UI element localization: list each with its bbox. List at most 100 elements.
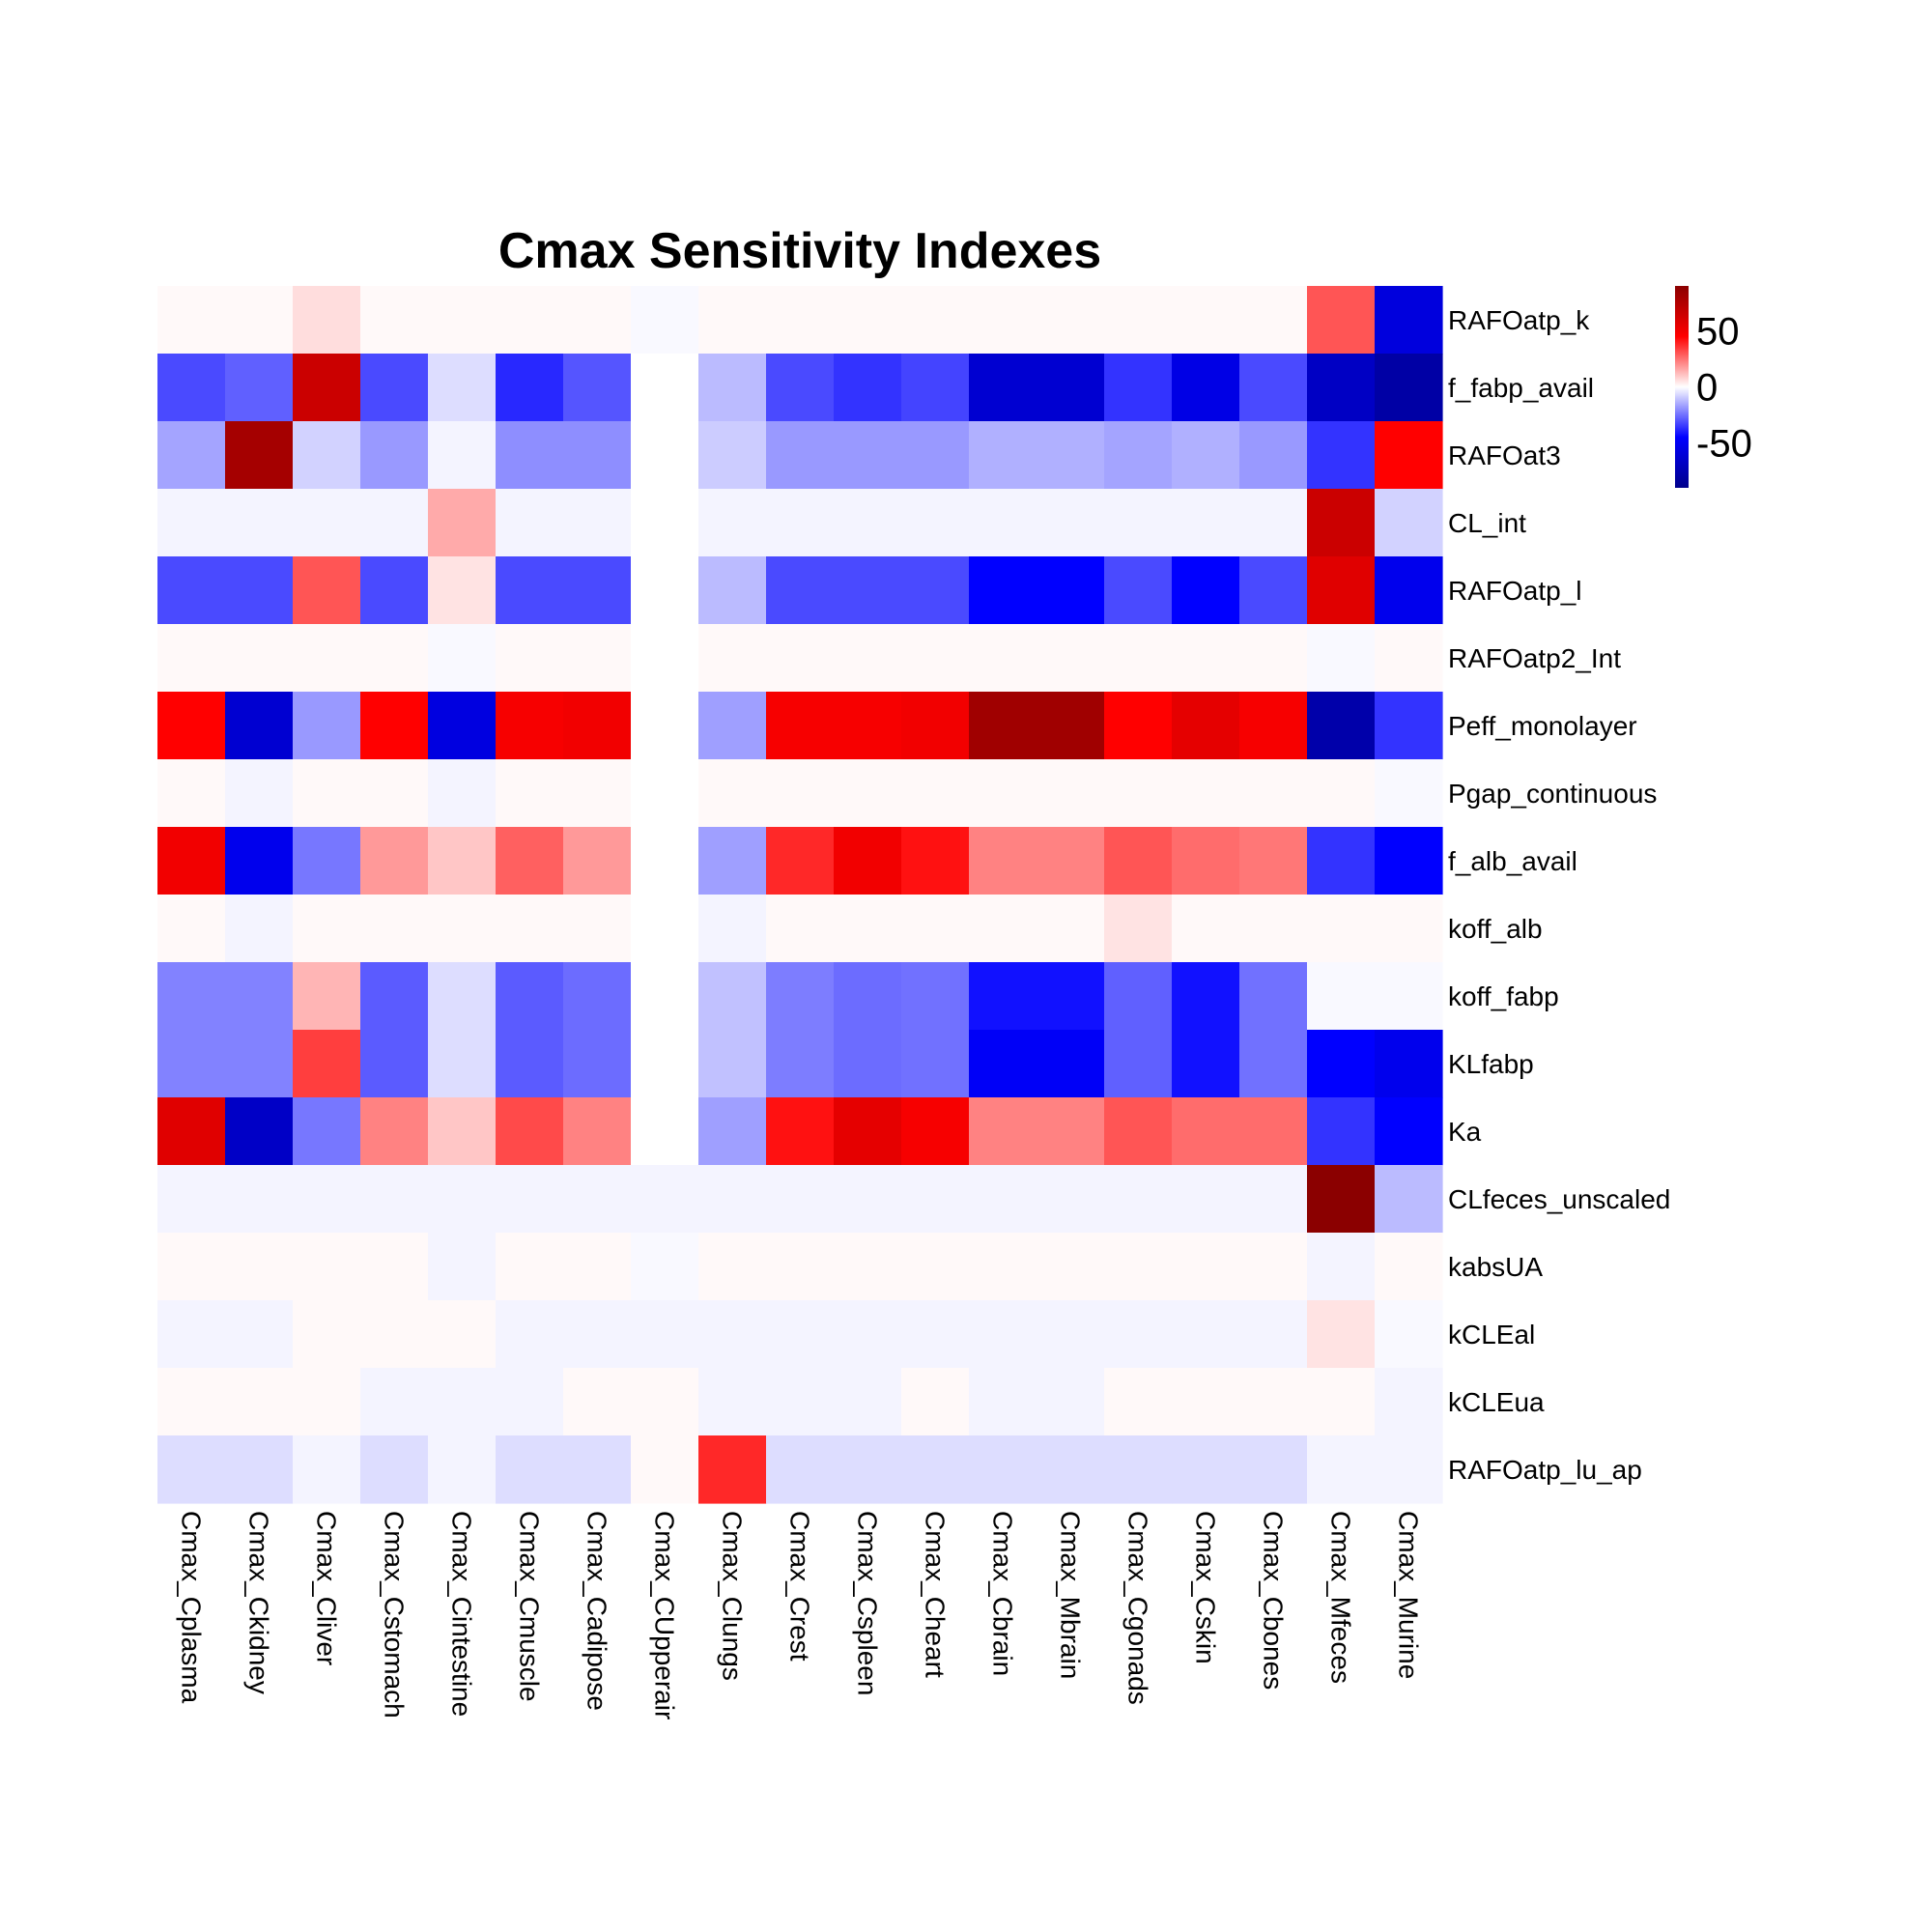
heatmap-cell [834, 895, 902, 963]
row-label: RAFOatp_k [1448, 305, 1590, 335]
heatmap-cell [1307, 895, 1376, 963]
heatmap-cell [157, 1165, 226, 1234]
heatmap-cell [969, 827, 1037, 895]
heatmap-cell [698, 1233, 767, 1301]
heatmap-cell [766, 1368, 835, 1436]
heatmap-cell [1239, 286, 1308, 355]
heatmap-cell [496, 692, 564, 760]
heatmap-cell [1307, 421, 1376, 490]
heatmap-cell [698, 1435, 767, 1504]
heatmap-cell [901, 1233, 970, 1301]
column-label: Cmax_CUpperair [650, 1511, 680, 1719]
heatmap-cell [1037, 1165, 1105, 1234]
heatmap-cell [1375, 1097, 1443, 1166]
heatmap-cell [1239, 1097, 1308, 1166]
heatmap-cell [969, 489, 1037, 557]
heatmap-cell [360, 1097, 429, 1166]
heatmap-cell [293, 1300, 361, 1369]
heatmap-cell [969, 895, 1037, 963]
heatmap-cell [1375, 759, 1443, 828]
heatmap-cell [225, 624, 294, 693]
heatmap-cell [360, 1030, 429, 1098]
heatmap-cell [157, 421, 226, 490]
heatmap-cell [293, 1435, 361, 1504]
heatmap-cell [631, 624, 699, 693]
heatmap-cell [1375, 827, 1443, 895]
row-label: CLfeces_unscaled [1448, 1184, 1670, 1214]
heatmap-cell [969, 1097, 1037, 1166]
heatmap-cell [563, 1435, 632, 1504]
heatmap-cell [1104, 1300, 1173, 1369]
heatmap-cell [969, 421, 1037, 490]
heatmap-cell [631, 1233, 699, 1301]
heatmap-cell [496, 1233, 564, 1301]
heatmap-cell [225, 354, 294, 422]
heatmap-cell [496, 489, 564, 557]
heatmap-cell [1375, 895, 1443, 963]
color-legend: 50 0 -50 [1675, 286, 1752, 488]
heatmap-cell [360, 1165, 429, 1234]
heatmap-cell [360, 759, 429, 828]
heatmap-cell [1239, 1300, 1308, 1369]
heatmap-cell [1104, 827, 1173, 895]
heatmap-cell [428, 692, 497, 760]
heatmap-cell [1104, 286, 1173, 355]
heatmap-cell [496, 962, 564, 1031]
heatmap-cell [360, 1368, 429, 1436]
heatmap-cell [293, 624, 361, 693]
row-label: RAFOatp2_Int [1448, 643, 1621, 673]
heatmap-cell [1037, 827, 1105, 895]
heatmap-cell [157, 1435, 226, 1504]
heatmap-cell [698, 286, 767, 355]
heatmap-cell [631, 556, 699, 625]
heatmap-cell [360, 895, 429, 963]
heatmap-cell [293, 827, 361, 895]
heatmap-cell [1037, 1233, 1105, 1301]
heatmap-cell [1307, 1368, 1376, 1436]
heatmap-cell [1037, 895, 1105, 963]
heatmap-cell [563, 354, 632, 422]
heatmap-cell [496, 1435, 564, 1504]
heatmap-cell [1172, 556, 1240, 625]
heatmap-cell [834, 962, 902, 1031]
heatmap-cell [1104, 1233, 1173, 1301]
row-labels: RAFOatp_k f_fabp_avail RAFOat3 CL_int RAFOat… [1448, 305, 1670, 1485]
heatmap-cell [428, 1368, 497, 1436]
heatmap-cell [1307, 1233, 1376, 1301]
row-label: kCLEal [1448, 1320, 1535, 1350]
heatmap-cell [901, 962, 970, 1031]
heatmap-cell [631, 962, 699, 1031]
heatmap-cell [428, 556, 497, 625]
heatmap-cell [293, 489, 361, 557]
heatmap-cell [1172, 1030, 1240, 1098]
heatmap-cell [1375, 1300, 1443, 1369]
heatmap-cell [1172, 1165, 1240, 1234]
heatmap-cell [766, 1030, 835, 1098]
heatmap-cell [1375, 962, 1443, 1031]
heatmap-cell [969, 759, 1037, 828]
heatmap-cell [1239, 556, 1308, 625]
heatmap-cell [631, 1435, 699, 1504]
heatmap-cell [1307, 692, 1376, 760]
heatmap-cell [563, 489, 632, 557]
heatmap-cell [1104, 1435, 1173, 1504]
heatmap-cell [1307, 827, 1376, 895]
heatmap-cell [766, 1165, 835, 1234]
heatmap-cell [1172, 895, 1240, 963]
heatmap-cell [225, 1233, 294, 1301]
heatmap-cell [1375, 1233, 1443, 1301]
heatmap-cell [834, 286, 902, 355]
heatmap-cell [225, 692, 294, 760]
heatmap-cell [293, 1030, 361, 1098]
heatmap-cell [1307, 962, 1376, 1031]
heatmap-cell [1104, 962, 1173, 1031]
heatmap-cell [1239, 489, 1308, 557]
heatmap-cell [1239, 759, 1308, 828]
heatmap-cell [766, 692, 835, 760]
heatmap-cell [1037, 421, 1105, 490]
column-label: Cmax_Ckidney [244, 1511, 274, 1694]
heatmap-cell [969, 354, 1037, 422]
heatmap-cell [698, 421, 767, 490]
heatmap-cell [1104, 1030, 1173, 1098]
column-label: Cmax_Cstomach [380, 1511, 410, 1719]
